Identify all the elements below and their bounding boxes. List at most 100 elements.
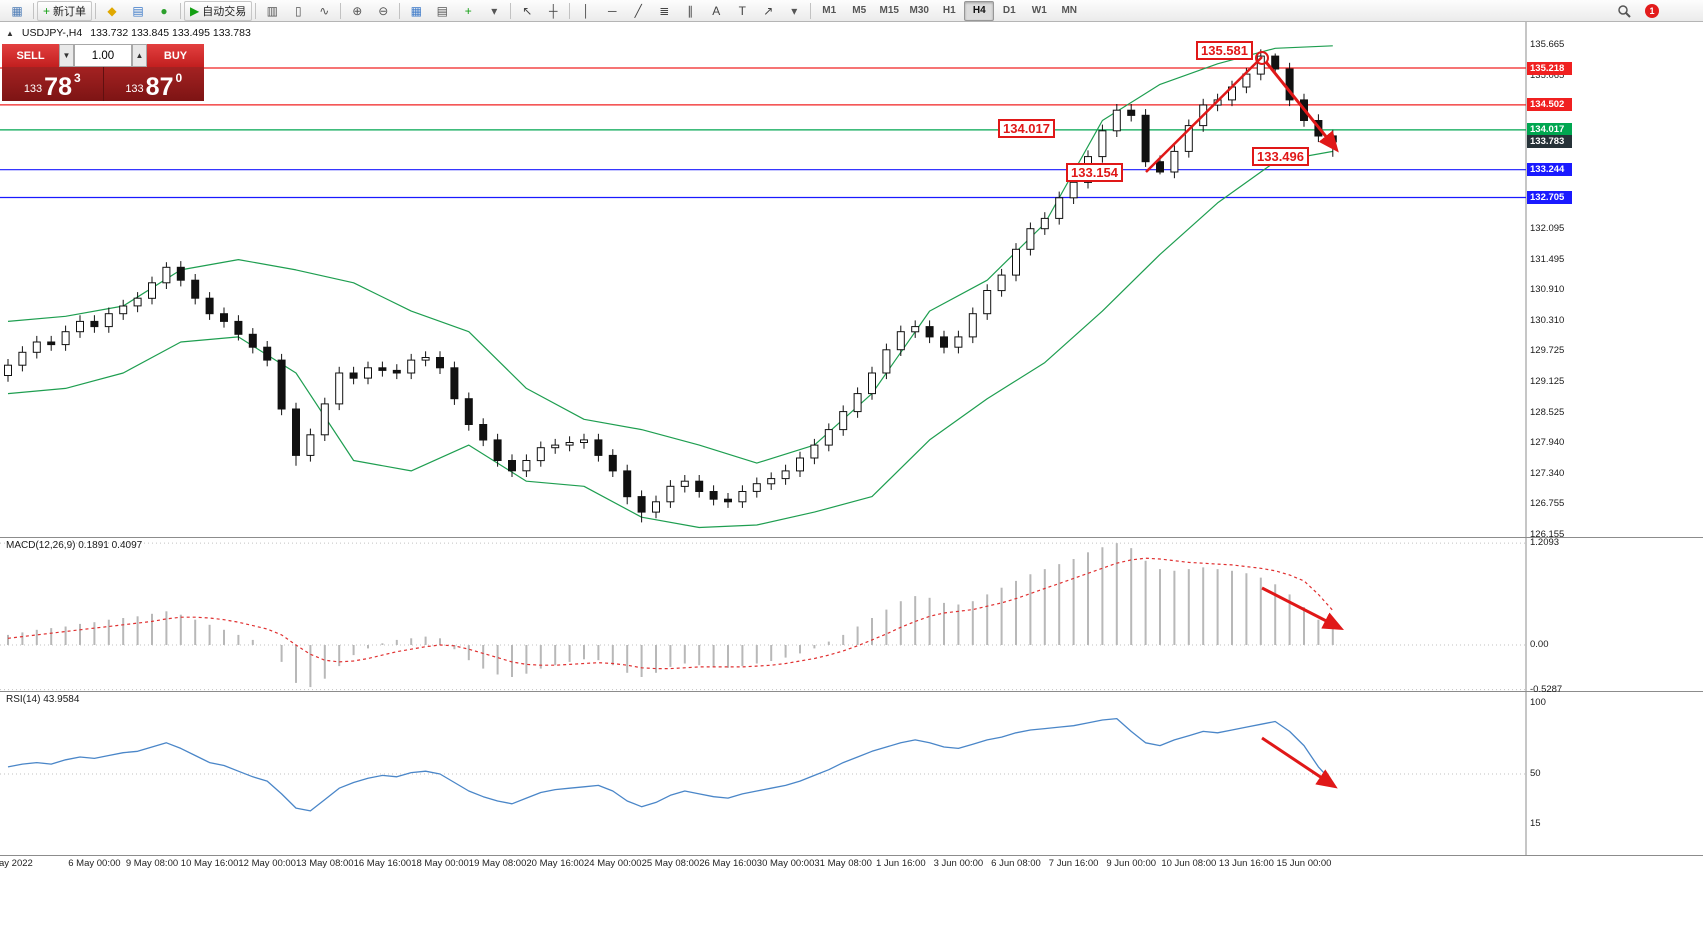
candle: [781, 464, 790, 485]
new-order-button-label: 新订单: [53, 5, 87, 18]
zoom-in-icon: ⊕: [352, 3, 363, 18]
sell-button[interactable]: SELL: [2, 44, 59, 67]
horizontal-line-icon[interactable]: ─: [599, 1, 625, 21]
indicators-icon: +: [464, 3, 472, 18]
macd-indicator-label: MACD(12,26,9) 0.1891 0.4097: [6, 540, 143, 551]
arrow-drawing[interactable]: [1264, 61, 1339, 153]
toolbar-separator: [180, 2, 182, 19]
timeframe-m15-button[interactable]: M15: [879, 5, 899, 16]
bar-chart-icon: ▥: [266, 3, 278, 18]
line-chart-icon[interactable]: ∿: [311, 1, 337, 21]
news-icon[interactable]: ▤: [125, 1, 151, 21]
candle: [565, 436, 574, 452]
buy-price-pip-digit: 0: [175, 71, 183, 85]
search-icon[interactable]: [1611, 1, 1637, 21]
candle: [292, 402, 300, 466]
candle: [680, 475, 689, 493]
channel-icon[interactable]: ∥: [677, 1, 703, 21]
autotrading-button-label: 自动交易: [202, 5, 247, 18]
candle: [666, 480, 675, 508]
trendline-drawing[interactable]: [1145, 56, 1263, 173]
arrows-icon: ↗: [763, 3, 774, 18]
volume-decrease-button[interactable]: ▼: [59, 44, 74, 67]
indicators-caret-icon: ▾: [491, 3, 498, 18]
timeframe-h1-button[interactable]: H1: [942, 5, 956, 16]
cursor-icon: ↖: [522, 3, 533, 18]
candle: [61, 325, 70, 351]
candle: [724, 493, 732, 508]
candle: [752, 477, 761, 498]
mql5-market-icon[interactable]: ◆: [99, 1, 125, 21]
timeframe-m5-button[interactable]: M5: [852, 5, 867, 16]
candle: [1069, 176, 1078, 204]
candle: [104, 307, 113, 333]
new-chart-icon[interactable]: ▤: [429, 1, 455, 21]
indicators-caret-icon[interactable]: ▾: [481, 1, 507, 21]
charts-grid-icon[interactable]: ▦: [4, 1, 30, 21]
candlestick-chart-icon[interactable]: ▯: [285, 1, 311, 21]
trendline-icon[interactable]: ╱: [625, 1, 651, 21]
candle: [896, 325, 905, 356]
toolbar-separator: [33, 2, 34, 19]
timeframe-w1-button[interactable]: W1: [1031, 5, 1047, 16]
indicators-icon[interactable]: +: [455, 1, 481, 21]
volume-increase-button[interactable]: ▲: [132, 44, 147, 67]
autotrading-button[interactable]: ▶ 自动交易: [184, 0, 253, 21]
buy-button[interactable]: BUY: [147, 44, 204, 67]
candle: [968, 307, 977, 344]
arrows-icon[interactable]: ↗: [755, 1, 781, 21]
bar-chart-icon[interactable]: ▥: [259, 1, 285, 21]
candle: [364, 361, 372, 385]
candle: [4, 359, 12, 382]
buy-price-display[interactable]: 133 87 0: [102, 67, 205, 101]
candle: [796, 451, 804, 477]
arrow-drawing[interactable]: [1261, 586, 1345, 631]
candle: [997, 268, 1006, 297]
vertical-line-icon[interactable]: │: [573, 1, 599, 21]
toolbar-separator: [569, 2, 571, 19]
candle: [1141, 109, 1150, 167]
timeframe-mn-button[interactable]: MN: [1061, 5, 1078, 16]
symbol-ohlc-values: 133.732 133.845 133.495 133.783: [90, 27, 251, 39]
fibonacci-icon[interactable]: ≣: [651, 1, 677, 21]
sell-price-display[interactable]: 133 78 3: [2, 67, 103, 101]
candle: [1084, 150, 1092, 189]
label-icon[interactable]: T: [729, 1, 755, 21]
arrows-caret-icon[interactable]: ▾: [781, 1, 807, 21]
macd-signal-line: [7, 557, 1334, 670]
zoom-in-icon[interactable]: ⊕: [344, 1, 370, 21]
timeframe-h4-button[interactable]: H4: [964, 0, 995, 21]
rsi-indicator-label: RSI(14) 43.9584: [6, 694, 80, 705]
volume-input[interactable]: 1.00: [74, 44, 132, 67]
candle: [508, 454, 516, 477]
timeframe-m1-button[interactable]: M1: [822, 5, 837, 16]
panel-collapse-arrow-icon[interactable]: ▲: [6, 28, 14, 38]
text-icon[interactable]: A: [703, 1, 729, 21]
new-order-button: +: [43, 3, 51, 18]
zoom-out-icon[interactable]: ⊖: [370, 1, 396, 21]
crosshair-icon: ┼: [548, 3, 558, 18]
candle: [1184, 119, 1193, 158]
candle: [234, 315, 243, 341]
cursor-icon[interactable]: ↖: [514, 1, 540, 21]
timeframe-d1-button[interactable]: D1: [1002, 5, 1016, 16]
candle: [1127, 104, 1136, 122]
toolbar: ▦ + 新订单 ◆ ▤ ● ▶ 自动交易 ▥ ▯ ∿ ⊕ ⊖ ▦ ▤ + ▾ ↖ ┼ │ ─ ╱ ≣ ∥ A T ↗ ▾ M1 M5 M15…: [0, 0, 1703, 22]
candle: [378, 361, 387, 377]
community-icon[interactable]: ●: [151, 1, 177, 21]
timeframe-m30-button[interactable]: M30: [909, 5, 929, 16]
tile-windows-icon[interactable]: ▦: [403, 1, 429, 21]
new-order-button[interactable]: + 新订单: [37, 0, 93, 21]
arrow-drawing[interactable]: [1261, 736, 1338, 789]
candle: [119, 299, 128, 320]
sell-price-prefix: 133: [23, 83, 43, 95]
candle: [1285, 62, 1294, 107]
crosshair-icon[interactable]: ┼: [540, 1, 566, 21]
notification-badge[interactable]: 1: [1645, 3, 1659, 18]
candle: [1012, 243, 1020, 282]
autotrading-button: ▶: [190, 3, 200, 18]
candle: [767, 472, 776, 490]
peak-circle-drawing[interactable]: [1255, 51, 1269, 65]
candlestick-chart-icon: ▯: [294, 3, 302, 18]
